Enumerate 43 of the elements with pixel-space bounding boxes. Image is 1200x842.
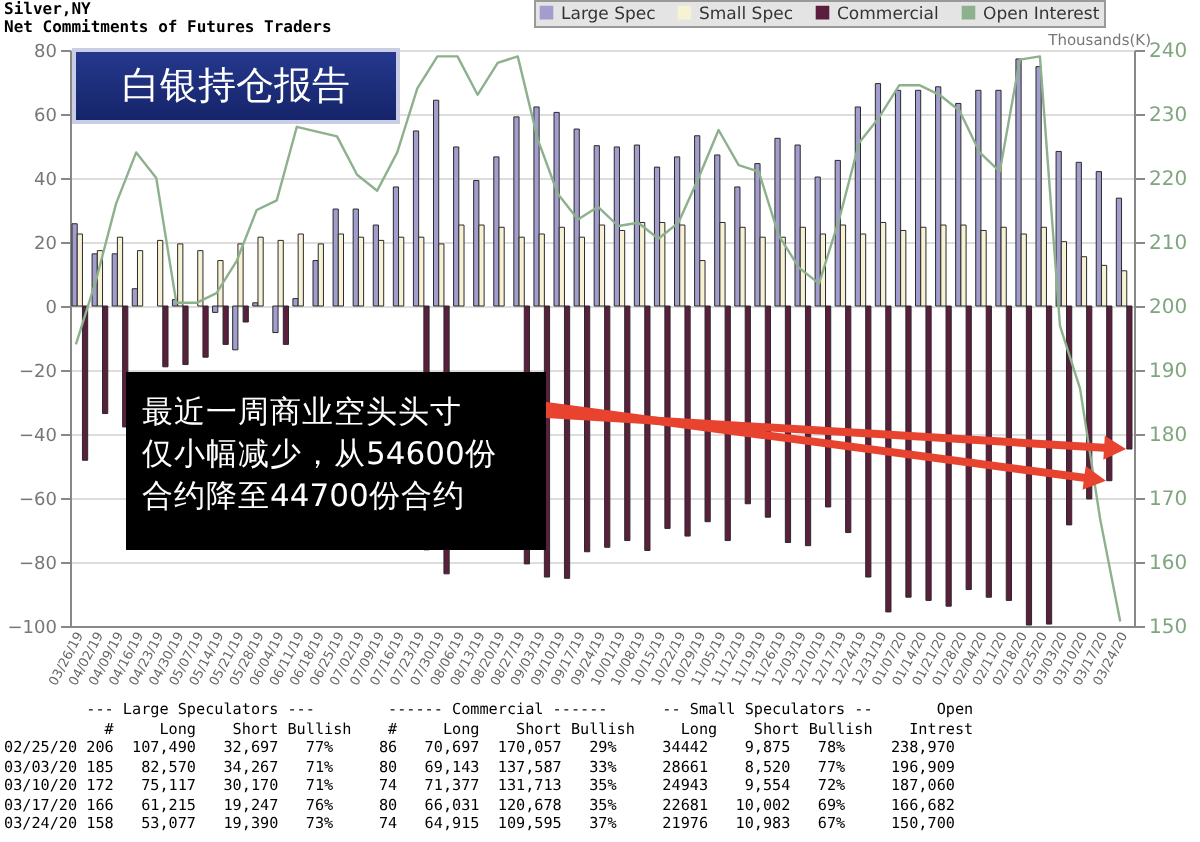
chart-subtitle: Net Commitments of Futures Traders [4, 18, 332, 36]
legend-label: Small Spec [699, 4, 794, 25]
bar [297, 233, 304, 307]
y2-tick-label: 230 [1149, 105, 1188, 127]
y2-tick-label: 220 [1149, 169, 1188, 191]
bar [412, 130, 420, 307]
bar [136, 250, 144, 307]
bar [257, 236, 264, 307]
annotation: 白银持仓报告 [72, 48, 400, 124]
y-tick-label: −40 [19, 427, 58, 447]
legend-label: Open Interest [983, 4, 1101, 25]
y2-tick-label: 180 [1149, 425, 1188, 447]
bar [1095, 171, 1102, 307]
y-tick-label: 80 [34, 43, 58, 63]
y-tick-label: −20 [19, 363, 58, 383]
y-tick-label: −100 [7, 619, 58, 639]
y-tick-label: 0 [45, 299, 58, 319]
y-tick-label: 60 [34, 107, 58, 127]
bar [71, 223, 78, 307]
annotation: 仅小幅减少，从54600份 [142, 434, 499, 476]
legend-label: Commercial [837, 4, 939, 25]
bar [332, 208, 339, 307]
legend-label: Large Spec [561, 4, 657, 25]
bar [317, 243, 324, 307]
bar [513, 116, 520, 307]
y-tick-label: −80 [19, 555, 58, 575]
y2-tick-label: 240 [1149, 41, 1188, 63]
line-series [74, 55, 1122, 623]
y2-tick-label: 200 [1149, 297, 1188, 319]
y2-tick-label: 210 [1149, 233, 1188, 255]
chart-title: Silver,NY [4, 0, 91, 18]
y2-tick-label: 170 [1149, 489, 1188, 511]
annotation: 合约降至44700份合约 [142, 476, 467, 518]
y2-tick-label: 160 [1149, 553, 1188, 575]
bar [493, 156, 500, 307]
y-tick-label: −60 [19, 491, 58, 511]
y-tick-label: 40 [34, 171, 58, 191]
y2-tick-label: 190 [1149, 361, 1188, 383]
y2-tick-label: 150 [1149, 617, 1188, 639]
annotation: 最近一周商业空头头寸 [142, 392, 464, 434]
y-tick-label: 20 [34, 235, 58, 255]
bar [1075, 161, 1082, 307]
bar [473, 180, 480, 307]
